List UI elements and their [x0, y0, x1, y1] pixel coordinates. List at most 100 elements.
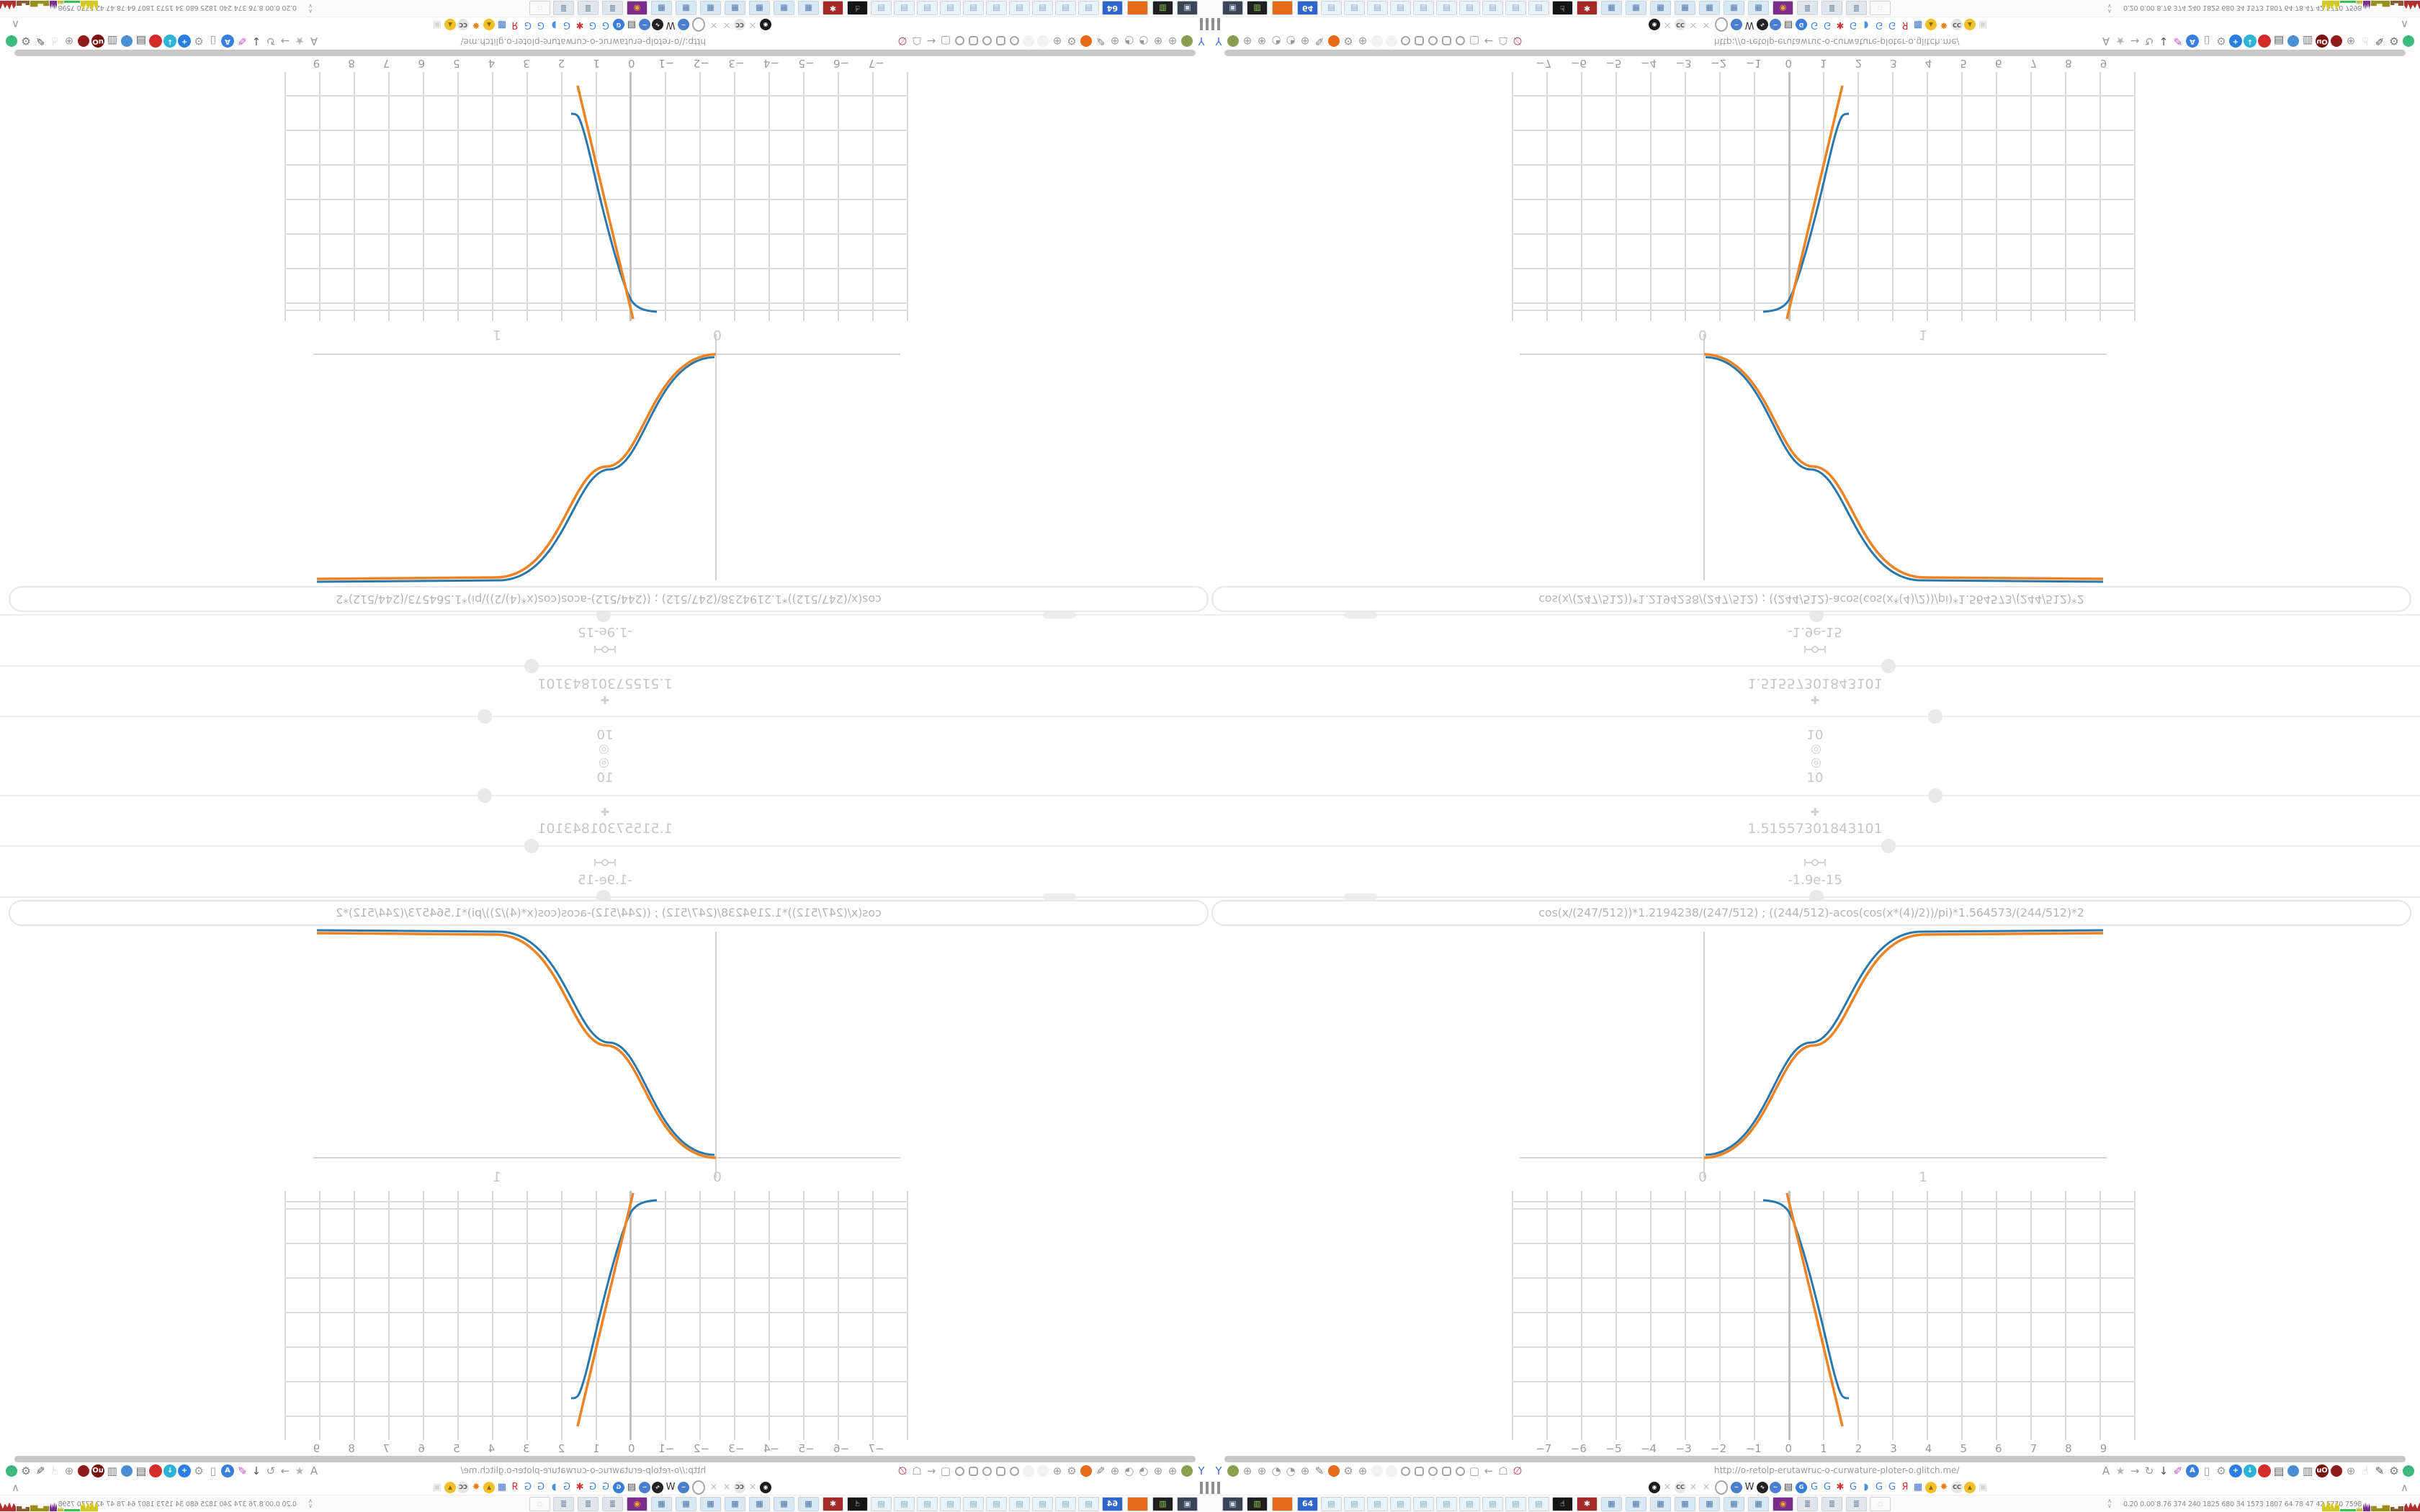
task-ghost[interactable]: ▫ [529, 1497, 550, 1511]
cc-icon[interactable]: CC [457, 1482, 469, 1493]
ghost-icon[interactable] [1037, 1465, 1049, 1477]
rounded-square-icon[interactable] [1442, 1466, 1451, 1476]
task-notepad[interactable]: ▤ [1390, 1, 1411, 15]
cc-icon[interactable]: CC [734, 1482, 745, 1493]
task-screenshot-tool[interactable]: ▣ [1222, 1, 1243, 15]
monitor-arrows[interactable]: ∧ ∨ [2107, 1498, 2112, 1509]
gear-icon[interactable]: ⚙ [1343, 1464, 1353, 1477]
task-calculator[interactable]: ▦ [1675, 1, 1695, 15]
photo-icon[interactable]: ▲ [1964, 1482, 1976, 1493]
task-machine[interactable]: ▥ [1152, 1, 1173, 15]
gtranslate-icon[interactable]: G [613, 19, 624, 30]
vinyl-icon[interactable]: ◉ [760, 19, 771, 30]
grid-globe-icon[interactable]: ▦ [1913, 19, 1923, 30]
task-notepad[interactable]: ▤ [1528, 1497, 1549, 1511]
globe-icon[interactable]: ⊕ [1300, 35, 1310, 48]
thumb-icon[interactable]: ☝ [51, 1464, 58, 1477]
ghost-icon[interactable] [1023, 1465, 1034, 1477]
globe-icon[interactable]: ⊕ [1300, 1464, 1310, 1477]
google-icon[interactable]: G [1823, 19, 1832, 30]
task-notepad[interactable]: ▤ [1436, 1497, 1457, 1511]
slider-thumb[interactable] [524, 659, 539, 673]
firefox-icon[interactable] [1328, 35, 1340, 47]
grid-globe-icon[interactable]: ▦ [1913, 1482, 1923, 1493]
gauge-icon[interactable]: ◔ [1286, 35, 1296, 48]
globe-icon[interactable]: ⊕ [1153, 1464, 1163, 1477]
cc-icon[interactable]: CC [1675, 1482, 1686, 1493]
wave-icon[interactable]: ~ [1731, 1482, 1742, 1493]
task-notepad[interactable]: ▤ [1505, 1497, 1526, 1511]
yandex-icon[interactable]: Я [1901, 1482, 1909, 1493]
task-notepad[interactable]: ▤ [1528, 1, 1549, 15]
ghost-icon[interactable] [1023, 35, 1034, 47]
task-notepad[interactable]: ▤ [1482, 1497, 1503, 1511]
task-calculator[interactable]: ▦ [651, 1497, 672, 1511]
translate-icon[interactable]: A [2102, 35, 2110, 48]
archive-icon[interactable]: ▥ [107, 35, 118, 48]
download-icon[interactable]: ↓ [2159, 1464, 2169, 1477]
grid-globe-icon[interactable]: ▦ [497, 1482, 507, 1493]
balloons-icon[interactable]: Y [1215, 35, 1222, 48]
task-scroll[interactable]: ≣ [578, 1497, 599, 1511]
task-ghost[interactable]: ▫ [1870, 1497, 1891, 1511]
slider-thumb[interactable] [1881, 839, 1896, 853]
task-firefox[interactable] [1127, 1497, 1148, 1511]
save-shield-icon[interactable]: ↓ [2244, 35, 2257, 48]
horizontal-scrollbar-thumb[interactable] [14, 1456, 1196, 1462]
task-red-gear[interactable]: ✱ [1577, 1, 1597, 15]
task-machine[interactable]: ▥ [1247, 1, 1268, 15]
task-calculator[interactable]: ▦ [725, 1497, 745, 1511]
trash-icon[interactable]: ▤ [135, 35, 147, 48]
task-scroll[interactable]: ≣ [578, 1, 599, 15]
task-calculator[interactable]: ▦ [1748, 1, 1769, 15]
task-floppy-64[interactable]: 64 [1297, 1497, 1318, 1511]
task-calculator[interactable]: ▦ [774, 1497, 794, 1511]
slider-thumb[interactable] [1928, 709, 1942, 724]
gear-icon[interactable]: ⚙ [2216, 35, 2226, 48]
wrench-icon[interactable]: ✎ [1314, 1464, 1325, 1477]
radio-dot-icon[interactable] [1401, 1466, 1410, 1476]
trash-icon[interactable]: ▤ [2273, 35, 2285, 48]
wrench-icon[interactable]: ✎ [1095, 1464, 1106, 1477]
task-notepad[interactable]: ▤ [940, 1497, 961, 1511]
trash-icon[interactable]: ▤ [1783, 1482, 1793, 1493]
task-notepad[interactable]: ▤ [1344, 1497, 1365, 1511]
task-notepad[interactable]: ▤ [1505, 1, 1526, 15]
gtranslate-icon[interactable]: G [1796, 1482, 1807, 1493]
ublock-shield-icon[interactable]: uO [91, 1464, 104, 1477]
mini-slider-handle[interactable] [1043, 894, 1076, 900]
mute-icon[interactable]: × [709, 19, 718, 30]
mute-icon[interactable]: × [1702, 19, 1711, 30]
hourglass-icon[interactable]: ▣ [1978, 1482, 1988, 1493]
trash-icon[interactable]: ▤ [135, 1464, 147, 1477]
wave-icon[interactable]: ~ [1731, 19, 1742, 30]
lock-disabled-icon[interactable]: ∅ [897, 1464, 908, 1477]
task-scroll[interactable]: ≣ [553, 1, 574, 15]
bookmark-star-icon[interactable]: ★ [2115, 1464, 2125, 1477]
mute-icon[interactable]: × [722, 19, 731, 30]
thumb-icon[interactable]: ☝ [2362, 35, 2369, 48]
shield-icon[interactable]: ☖ [1498, 35, 1508, 48]
record-badge-icon[interactable] [149, 1464, 162, 1477]
task-notepad[interactable]: ▤ [1078, 1497, 1099, 1511]
monitor-arrows[interactable]: ∧ ∨ [308, 3, 313, 14]
wrench-icon[interactable]: ✎ [1095, 35, 1106, 48]
grid-plot[interactable] [1512, 1191, 2136, 1440]
task-notepad[interactable]: ▤ [1390, 1497, 1411, 1511]
rounded-square-icon[interactable] [996, 1466, 1005, 1476]
slider-thumb[interactable] [1928, 788, 1942, 803]
wave-icon[interactable]: ~ [1770, 1482, 1781, 1493]
gauge-icon[interactable]: ◔ [1124, 1464, 1134, 1477]
radio-dot-icon[interactable] [955, 1466, 964, 1476]
google-icon[interactable]: G [588, 19, 597, 30]
highlighter-icon[interactable]: ✐ [2173, 1464, 2183, 1477]
gtranslate-icon[interactable]: G [1796, 19, 1807, 30]
op-circle-icon[interactable] [1804, 858, 1826, 867]
task-notepad[interactable]: ▤ [1413, 1, 1434, 15]
extension-status-dot[interactable] [6, 35, 17, 47]
photo-icon[interactable]: ▲ [1964, 19, 1976, 30]
wave-icon[interactable]: ~ [678, 19, 689, 30]
rounded-square-icon[interactable] [996, 36, 1005, 46]
blue-drop-icon[interactable]: ◗ [1863, 1482, 1869, 1493]
mute-ring-icon[interactable] [1715, 17, 1728, 32]
